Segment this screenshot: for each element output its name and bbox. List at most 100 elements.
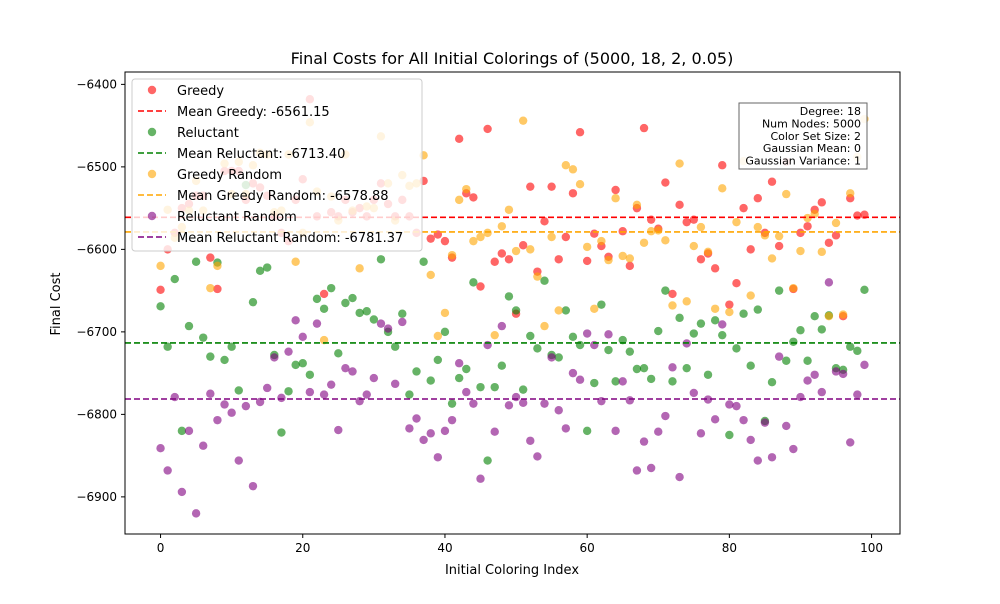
x-tick-label: 100 <box>860 541 883 555</box>
data-point <box>696 319 706 328</box>
data-point <box>639 437 649 446</box>
data-point <box>540 399 549 408</box>
data-point <box>746 361 755 370</box>
data-point <box>675 200 684 210</box>
data-point <box>277 428 286 437</box>
data-point <box>782 356 791 365</box>
data-point <box>184 426 194 436</box>
data-point <box>440 308 450 318</box>
legend: Greedy Mean Greedy: -6561.15 Reluctant Mean… <box>131 78 423 252</box>
data-point <box>746 291 755 300</box>
data-point <box>703 370 713 379</box>
data-point <box>540 217 549 226</box>
data-point <box>263 383 272 393</box>
data-point <box>206 253 215 262</box>
data-point <box>412 367 421 376</box>
data-point <box>433 331 443 341</box>
data-point <box>291 360 300 370</box>
data-point <box>654 427 663 436</box>
data-point <box>234 456 243 465</box>
data-point <box>526 182 535 191</box>
data-point <box>405 424 414 433</box>
legend-label: Mean Reluctant: -6713.40 <box>177 147 345 162</box>
data-point <box>490 427 499 436</box>
data-point <box>533 272 542 281</box>
data-point <box>191 509 201 518</box>
data-point <box>767 453 777 462</box>
data-point <box>568 165 578 174</box>
data-point <box>703 247 713 257</box>
data-point <box>263 263 272 272</box>
data-point <box>597 300 606 309</box>
data-point <box>789 283 798 293</box>
data-point <box>732 217 741 227</box>
data-point <box>789 337 798 346</box>
data-point <box>725 400 734 409</box>
data-point <box>632 466 642 475</box>
data-point <box>483 456 492 465</box>
data-point <box>469 399 478 408</box>
data-point <box>369 315 379 324</box>
data-point <box>547 353 556 362</box>
data-point <box>810 209 819 219</box>
data-point <box>753 456 762 465</box>
y-tick-label: −6900 <box>76 490 117 504</box>
data-point <box>625 254 635 263</box>
data-point <box>796 246 805 256</box>
data-point <box>803 213 812 223</box>
x-axis: 0 20 40 60 80 100 <box>157 534 883 555</box>
data-point <box>319 304 329 313</box>
legend-marker <box>147 127 157 137</box>
data-point <box>582 329 592 338</box>
x-axis-label: Initial Coloring Index <box>445 563 579 578</box>
data-point <box>718 320 727 329</box>
data-point <box>803 222 812 231</box>
data-point <box>611 377 620 386</box>
data-point <box>341 298 350 308</box>
y-tick-label: −6400 <box>76 77 117 91</box>
data-point <box>326 283 336 293</box>
x-tick-label: 0 <box>157 541 165 555</box>
data-point <box>440 236 450 246</box>
data-point <box>376 319 386 328</box>
data-point <box>838 310 848 319</box>
y-axis: −6900 −6800 −6700 −6600 −6500 −6400 <box>76 77 125 504</box>
data-point <box>170 274 179 284</box>
data-point <box>554 306 563 315</box>
data-point <box>469 278 478 287</box>
x-tick-label: 60 <box>580 541 595 555</box>
data-point <box>419 257 428 266</box>
data-point <box>291 316 300 325</box>
data-point <box>284 347 293 356</box>
data-point <box>796 326 805 335</box>
data-point <box>831 367 841 376</box>
data-point <box>298 332 307 342</box>
data-point <box>767 254 777 263</box>
data-point <box>739 203 748 213</box>
plot-frame <box>124 71 901 535</box>
data-point <box>831 218 841 228</box>
data-point <box>234 386 243 395</box>
data-point <box>817 198 826 207</box>
data-point <box>618 251 627 261</box>
data-point <box>675 472 684 482</box>
data-point <box>184 321 194 331</box>
data-point <box>782 189 791 199</box>
data-point <box>746 435 755 445</box>
data-point <box>291 257 300 266</box>
data-point <box>440 426 450 436</box>
data-point <box>732 344 741 353</box>
data-point <box>746 245 755 254</box>
legend-entry: Mean Reluctant Random: -6781.37 <box>138 231 403 246</box>
data-point <box>156 444 165 453</box>
data-point <box>533 344 542 353</box>
data-point <box>760 231 770 240</box>
info-box-frame <box>738 102 868 170</box>
data-point <box>710 415 720 424</box>
data-point <box>668 363 677 372</box>
data-point <box>654 326 663 336</box>
data-point <box>227 408 236 417</box>
data-point <box>447 250 457 260</box>
data-point <box>604 255 613 265</box>
data-point <box>526 245 535 254</box>
